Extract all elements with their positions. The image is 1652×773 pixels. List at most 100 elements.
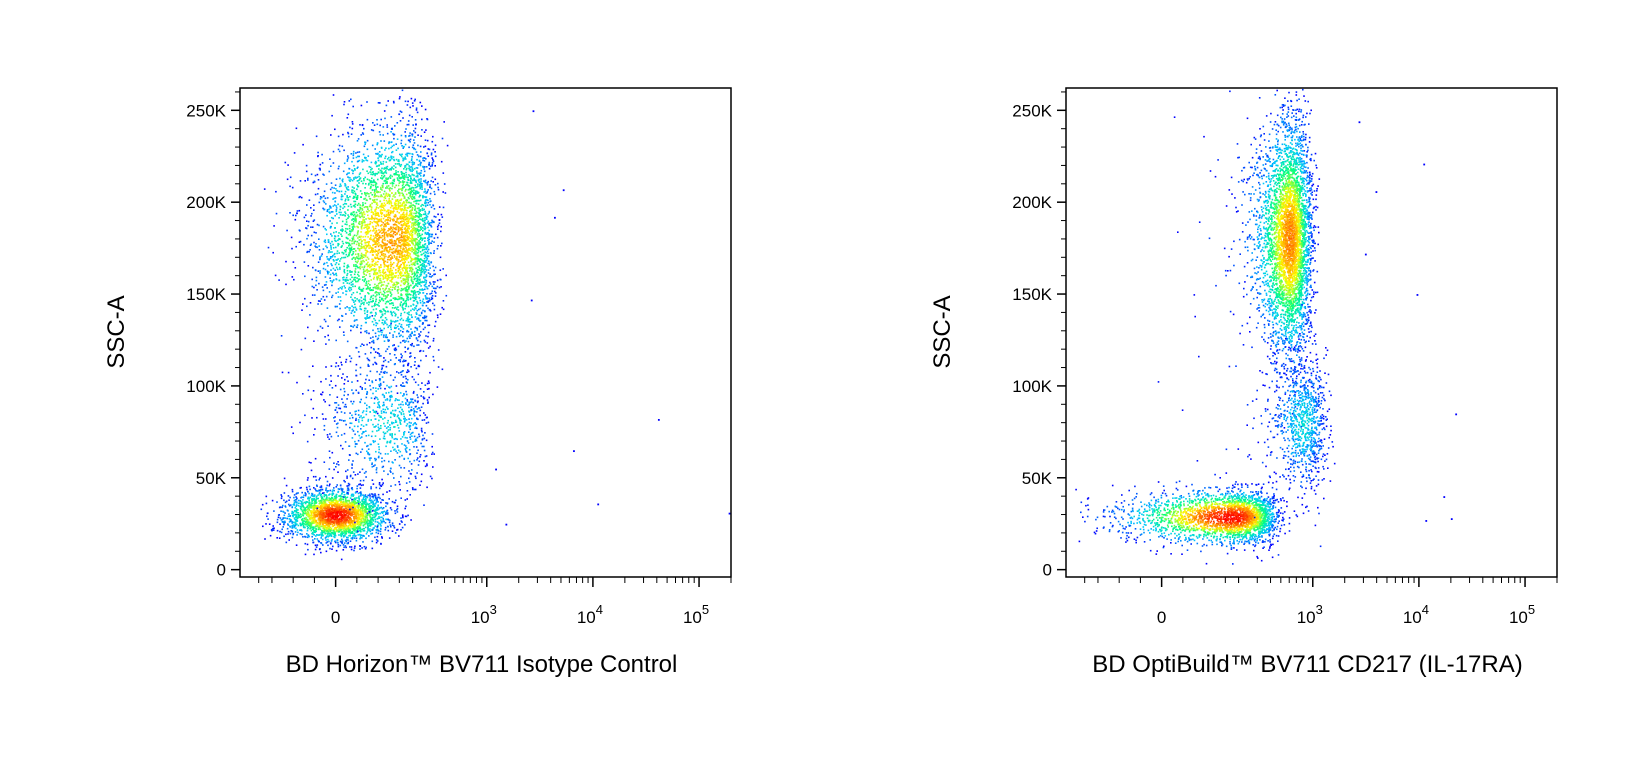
event-dot bbox=[376, 412, 379, 415]
event-dot bbox=[421, 238, 424, 240]
event-dot bbox=[328, 540, 330, 543]
event-dot bbox=[344, 518, 347, 521]
event-dot bbox=[295, 127, 298, 130]
event-dot bbox=[376, 190, 378, 192]
event-dot bbox=[361, 257, 363, 259]
event-dot bbox=[299, 523, 302, 525]
event-dot bbox=[328, 505, 330, 508]
event-dot bbox=[364, 317, 366, 319]
event-dot bbox=[370, 238, 372, 241]
event-dot bbox=[339, 214, 342, 216]
event-dot bbox=[364, 239, 366, 241]
event-dot bbox=[368, 247, 370, 249]
event-dot bbox=[349, 248, 352, 250]
event-dot bbox=[417, 250, 420, 252]
event-dot bbox=[378, 231, 381, 234]
event-dot bbox=[308, 499, 310, 502]
event-dot bbox=[360, 518, 362, 521]
event-dot bbox=[415, 212, 417, 215]
event-dot bbox=[337, 488, 340, 490]
event-dot bbox=[408, 264, 411, 267]
event-dot bbox=[388, 537, 391, 539]
event-dot bbox=[363, 310, 366, 312]
event-dot bbox=[313, 534, 315, 536]
event-dot bbox=[345, 524, 347, 527]
event-dot bbox=[359, 172, 362, 174]
event-dot bbox=[369, 511, 372, 513]
event-dot bbox=[294, 501, 297, 503]
event-dot bbox=[407, 282, 410, 285]
event-dot bbox=[291, 530, 293, 533]
event-dot bbox=[374, 513, 376, 516]
event-dot bbox=[369, 284, 371, 286]
event-dot bbox=[414, 200, 417, 202]
event-dot bbox=[341, 491, 344, 493]
event-dot bbox=[352, 520, 355, 522]
event-dot bbox=[428, 148, 431, 151]
event-dot bbox=[306, 251, 308, 254]
event-dot bbox=[372, 497, 375, 499]
event-dot bbox=[318, 527, 321, 530]
event-dot bbox=[400, 293, 402, 295]
event-dot bbox=[361, 507, 363, 510]
event-dot bbox=[342, 511, 344, 513]
event-dot bbox=[342, 536, 345, 538]
event-dot bbox=[401, 236, 403, 239]
event-dot bbox=[361, 513, 363, 515]
event-dot bbox=[404, 307, 406, 310]
event-dot bbox=[412, 223, 415, 225]
event-dot bbox=[331, 490, 334, 493]
event-dot bbox=[364, 298, 366, 300]
event-dot bbox=[325, 507, 328, 510]
event-dot bbox=[341, 229, 343, 232]
event-dot bbox=[402, 262, 405, 265]
event-dot bbox=[340, 498, 343, 500]
event-dot bbox=[347, 489, 350, 492]
event-dot bbox=[332, 510, 334, 512]
event-dot bbox=[379, 133, 382, 136]
event-dot bbox=[409, 132, 411, 134]
event-dot bbox=[339, 540, 342, 543]
event-dot bbox=[345, 232, 348, 234]
event-dot bbox=[424, 285, 427, 288]
event-dot bbox=[409, 106, 412, 109]
event-dot bbox=[335, 339, 337, 342]
event-dot bbox=[401, 228, 403, 231]
event-dot bbox=[284, 517, 287, 519]
event-dot bbox=[414, 207, 417, 210]
event-dot bbox=[320, 486, 323, 489]
event-dot bbox=[367, 287, 369, 290]
event-dot bbox=[378, 266, 380, 268]
event-dot bbox=[372, 213, 375, 216]
event-dot bbox=[347, 503, 350, 506]
event-dot bbox=[342, 523, 344, 526]
event-dot bbox=[356, 485, 359, 487]
event-dot bbox=[409, 237, 412, 240]
event-dot bbox=[389, 248, 391, 251]
event-dot bbox=[351, 505, 353, 507]
event-dot bbox=[406, 181, 408, 184]
event-dot bbox=[291, 490, 294, 493]
event-dot bbox=[363, 213, 366, 216]
event-dot bbox=[330, 248, 332, 250]
event-dot bbox=[385, 511, 387, 514]
event-dot bbox=[424, 255, 427, 257]
event-dot bbox=[345, 530, 348, 533]
event-dot bbox=[362, 484, 364, 486]
event-dot bbox=[314, 531, 316, 533]
event-dot bbox=[388, 142, 390, 145]
event-dot bbox=[374, 249, 377, 251]
event-dot bbox=[340, 535, 343, 538]
event-dot bbox=[367, 528, 369, 530]
event-dot bbox=[315, 489, 317, 492]
event-dot bbox=[388, 519, 390, 521]
event-dot bbox=[399, 205, 402, 208]
event-dot bbox=[346, 530, 349, 533]
event-dot bbox=[374, 509, 376, 512]
event-dot bbox=[336, 539, 339, 541]
event-dot bbox=[396, 174, 399, 176]
event-dot bbox=[425, 316, 427, 319]
event-dot bbox=[383, 110, 386, 112]
event-dot bbox=[338, 527, 340, 530]
event-dot bbox=[297, 492, 299, 494]
